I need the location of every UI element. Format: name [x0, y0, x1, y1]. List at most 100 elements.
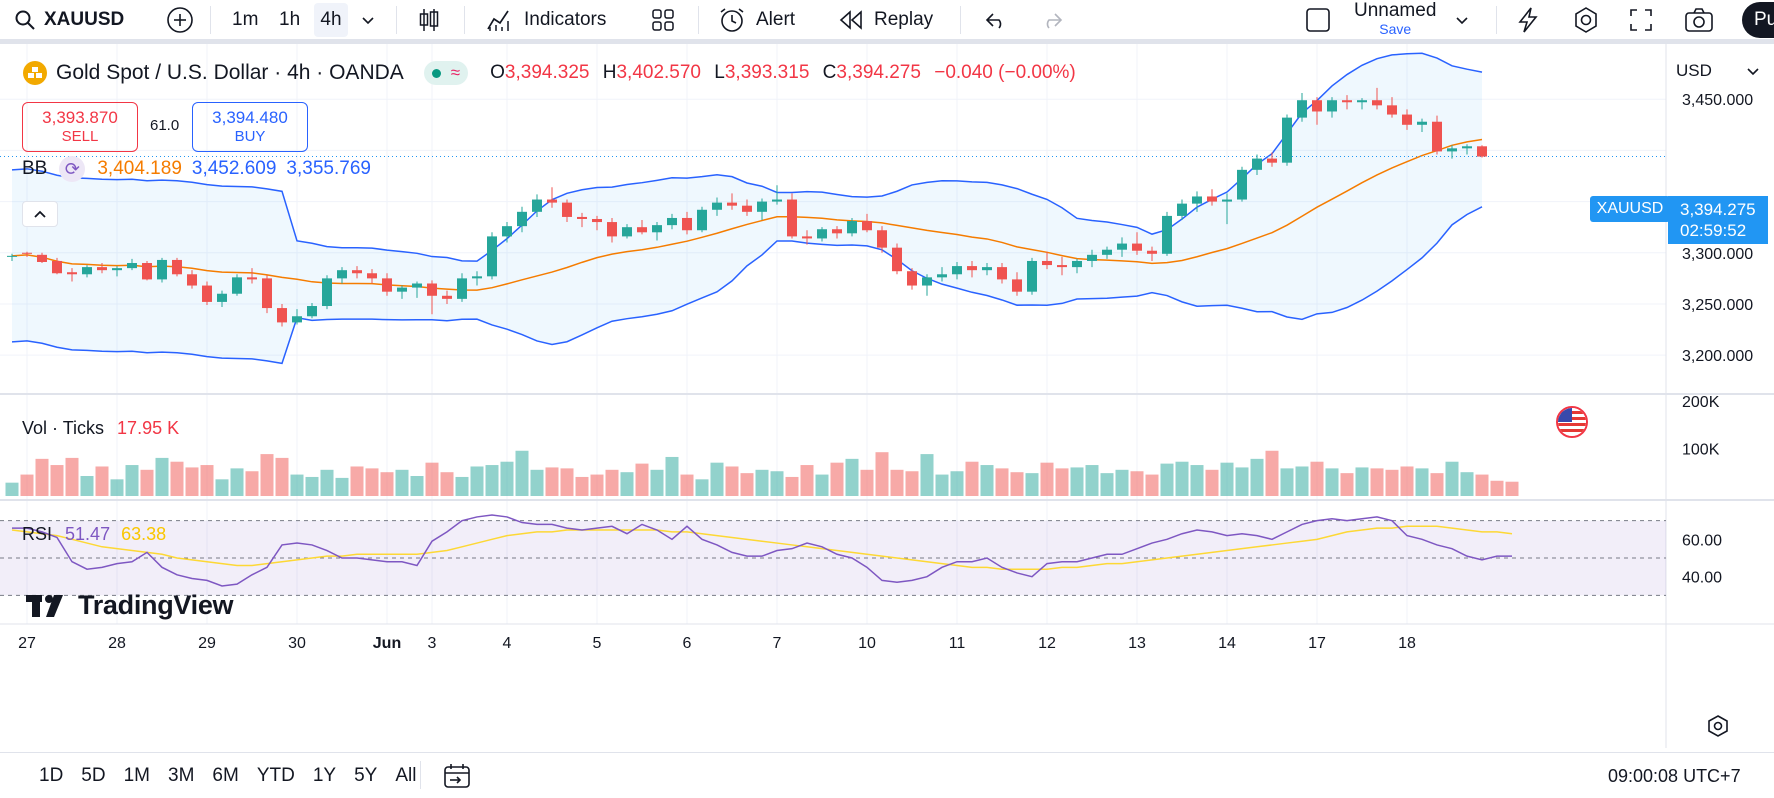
rsi-legend[interactable]: RSI 51.47 63.38 — [22, 524, 166, 545]
collapse-legend-button[interactable] — [22, 201, 58, 227]
currency-selector[interactable]: USD — [1670, 56, 1766, 86]
snapshot-button[interactable] — [1684, 0, 1714, 40]
toolbar-divider — [420, 761, 421, 789]
volume-axis-tick: 100K — [1682, 441, 1720, 458]
bb-legend[interactable]: BB ⟳ 3,404.189 3,452.609 3,355.769 — [22, 156, 371, 182]
undo-button[interactable] — [984, 0, 1008, 40]
range-all-button[interactable]: All — [395, 764, 417, 786]
range-3m-button[interactable]: 3M — [168, 764, 195, 786]
go-to-date-button[interactable] — [442, 763, 472, 794]
volume-bar — [470, 466, 484, 496]
volume-bar — [1160, 463, 1174, 496]
volume-legend[interactable]: Vol · Ticks 17.95 K — [22, 418, 179, 439]
volume-bar — [320, 469, 334, 496]
time-axis-label: 18 — [1398, 635, 1416, 652]
volume-bar — [1130, 471, 1144, 496]
tradingview-wordmark: TradingView — [78, 590, 234, 620]
layout-menu[interactable]: Unnamed Save — [1304, 0, 1470, 40]
market-status-badge[interactable]: ≈ — [423, 61, 469, 85]
volume-bar — [1190, 465, 1204, 496]
chart-type-button[interactable] — [416, 0, 442, 40]
volume-bar — [1265, 450, 1279, 496]
candle-body — [817, 229, 827, 239]
price-axis-tick: 3,300.000 — [1682, 246, 1753, 263]
price-axis-tick: 3,200.000 — [1682, 348, 1753, 365]
range-1y-button[interactable]: 1Y — [312, 764, 337, 786]
candle-body — [952, 266, 962, 275]
candle-body — [247, 277, 257, 280]
indicators-button[interactable]: Indicators — [486, 0, 606, 40]
candle-body — [982, 267, 992, 271]
candles — [7, 87, 1487, 327]
redo-button[interactable] — [1040, 0, 1064, 40]
volume-bar — [605, 469, 619, 496]
rsi-pane — [0, 514, 1666, 596]
indicators-icon — [487, 10, 509, 31]
quick-search-button[interactable] — [1514, 0, 1542, 40]
time-axis-label: 12 — [1038, 635, 1056, 652]
layout-square-icon — [1306, 7, 1330, 32]
range-6m-button[interactable]: 6M — [212, 764, 239, 786]
volume-bar — [995, 468, 1009, 496]
volume-bar — [665, 456, 679, 496]
candle-body — [1072, 260, 1082, 268]
interval-1h[interactable]: 1h — [279, 0, 300, 40]
volume-bar — [1460, 472, 1474, 496]
toolbar-divider — [960, 6, 961, 34]
interval-dropdown[interactable] — [360, 0, 376, 40]
compare-symbol-button[interactable] — [166, 0, 194, 40]
range-1m-button[interactable]: 1M — [123, 764, 150, 786]
buy-button[interactable]: 3,394.480 BUY — [192, 102, 308, 152]
chevron-down-icon — [1747, 68, 1759, 76]
range-5y-button[interactable]: 5Y — [354, 764, 378, 786]
redo-icon — [1046, 12, 1063, 29]
volume-bar — [230, 468, 244, 496]
range-ytd-button[interactable]: YTD — [256, 764, 295, 786]
candle-body — [577, 216, 587, 219]
volume-bar — [1040, 462, 1054, 496]
candle-body — [592, 218, 602, 223]
camera-icon — [1685, 7, 1713, 32]
publish-button[interactable]: Pu — [1742, 2, 1774, 38]
date-range-buttons: 1D 5D 1M 3M 6M YTD 1Y 5Y All — [30, 761, 425, 791]
candle-body — [67, 272, 77, 275]
candle-body — [892, 247, 902, 272]
us-flag-icon[interactable] — [1556, 406, 1588, 438]
interval-1m[interactable]: 1m — [232, 0, 258, 40]
undo-icon — [985, 12, 1002, 29]
range-1d-button[interactable]: 1D — [39, 764, 64, 786]
interval-4h-active[interactable]: 4h — [314, 3, 348, 37]
chart-title[interactable]: Gold Spot / U.S. Dollar · 4h · OANDA — [56, 61, 404, 84]
replay-button[interactable]: Replay — [838, 0, 933, 40]
volume-bar — [920, 454, 934, 496]
volume-bar — [395, 469, 409, 496]
chart-canvas[interactable]: 3,450.0003,350.0003,300.0003,250.0003,20… — [0, 44, 1774, 748]
bar-countdown: 02:59:52 — [1680, 221, 1747, 240]
tradingview-logo[interactable]: TradingView — [26, 590, 234, 621]
market-open-dot-icon — [431, 68, 441, 78]
volume-bar — [290, 474, 304, 496]
settings-button[interactable] — [1572, 0, 1600, 40]
alert-button[interactable]: Alert — [718, 0, 795, 40]
plus-circle-icon — [167, 6, 193, 33]
candle-body — [7, 255, 17, 257]
fullscreen-button[interactable] — [1628, 0, 1654, 40]
candle-body — [382, 278, 392, 292]
candle-body — [487, 236, 497, 277]
volume-bar — [830, 462, 844, 496]
candle-body — [292, 316, 302, 323]
candle-body — [907, 271, 917, 286]
search-icon — [15, 10, 35, 30]
chart-settings-gear[interactable] — [1706, 714, 1730, 743]
bottom-toolbar: 1D 5D 1M 3M 6M YTD 1Y 5Y All 09:00:08 UTC+7 — [0, 752, 1774, 798]
sell-button[interactable]: 3,393.870 SELL — [22, 102, 138, 152]
candle-body — [322, 278, 332, 307]
range-5d-button[interactable]: 5D — [81, 764, 106, 786]
symbol-search[interactable]: XAUUSD — [14, 0, 124, 40]
templates-button[interactable] — [650, 0, 676, 40]
volume-bar — [935, 474, 949, 496]
alarm-clock-icon — [720, 7, 744, 32]
timezone-clock[interactable]: 09:00:08 UTC+7 — [1608, 766, 1741, 786]
candle-body — [742, 205, 752, 212]
candle-body — [652, 225, 662, 233]
